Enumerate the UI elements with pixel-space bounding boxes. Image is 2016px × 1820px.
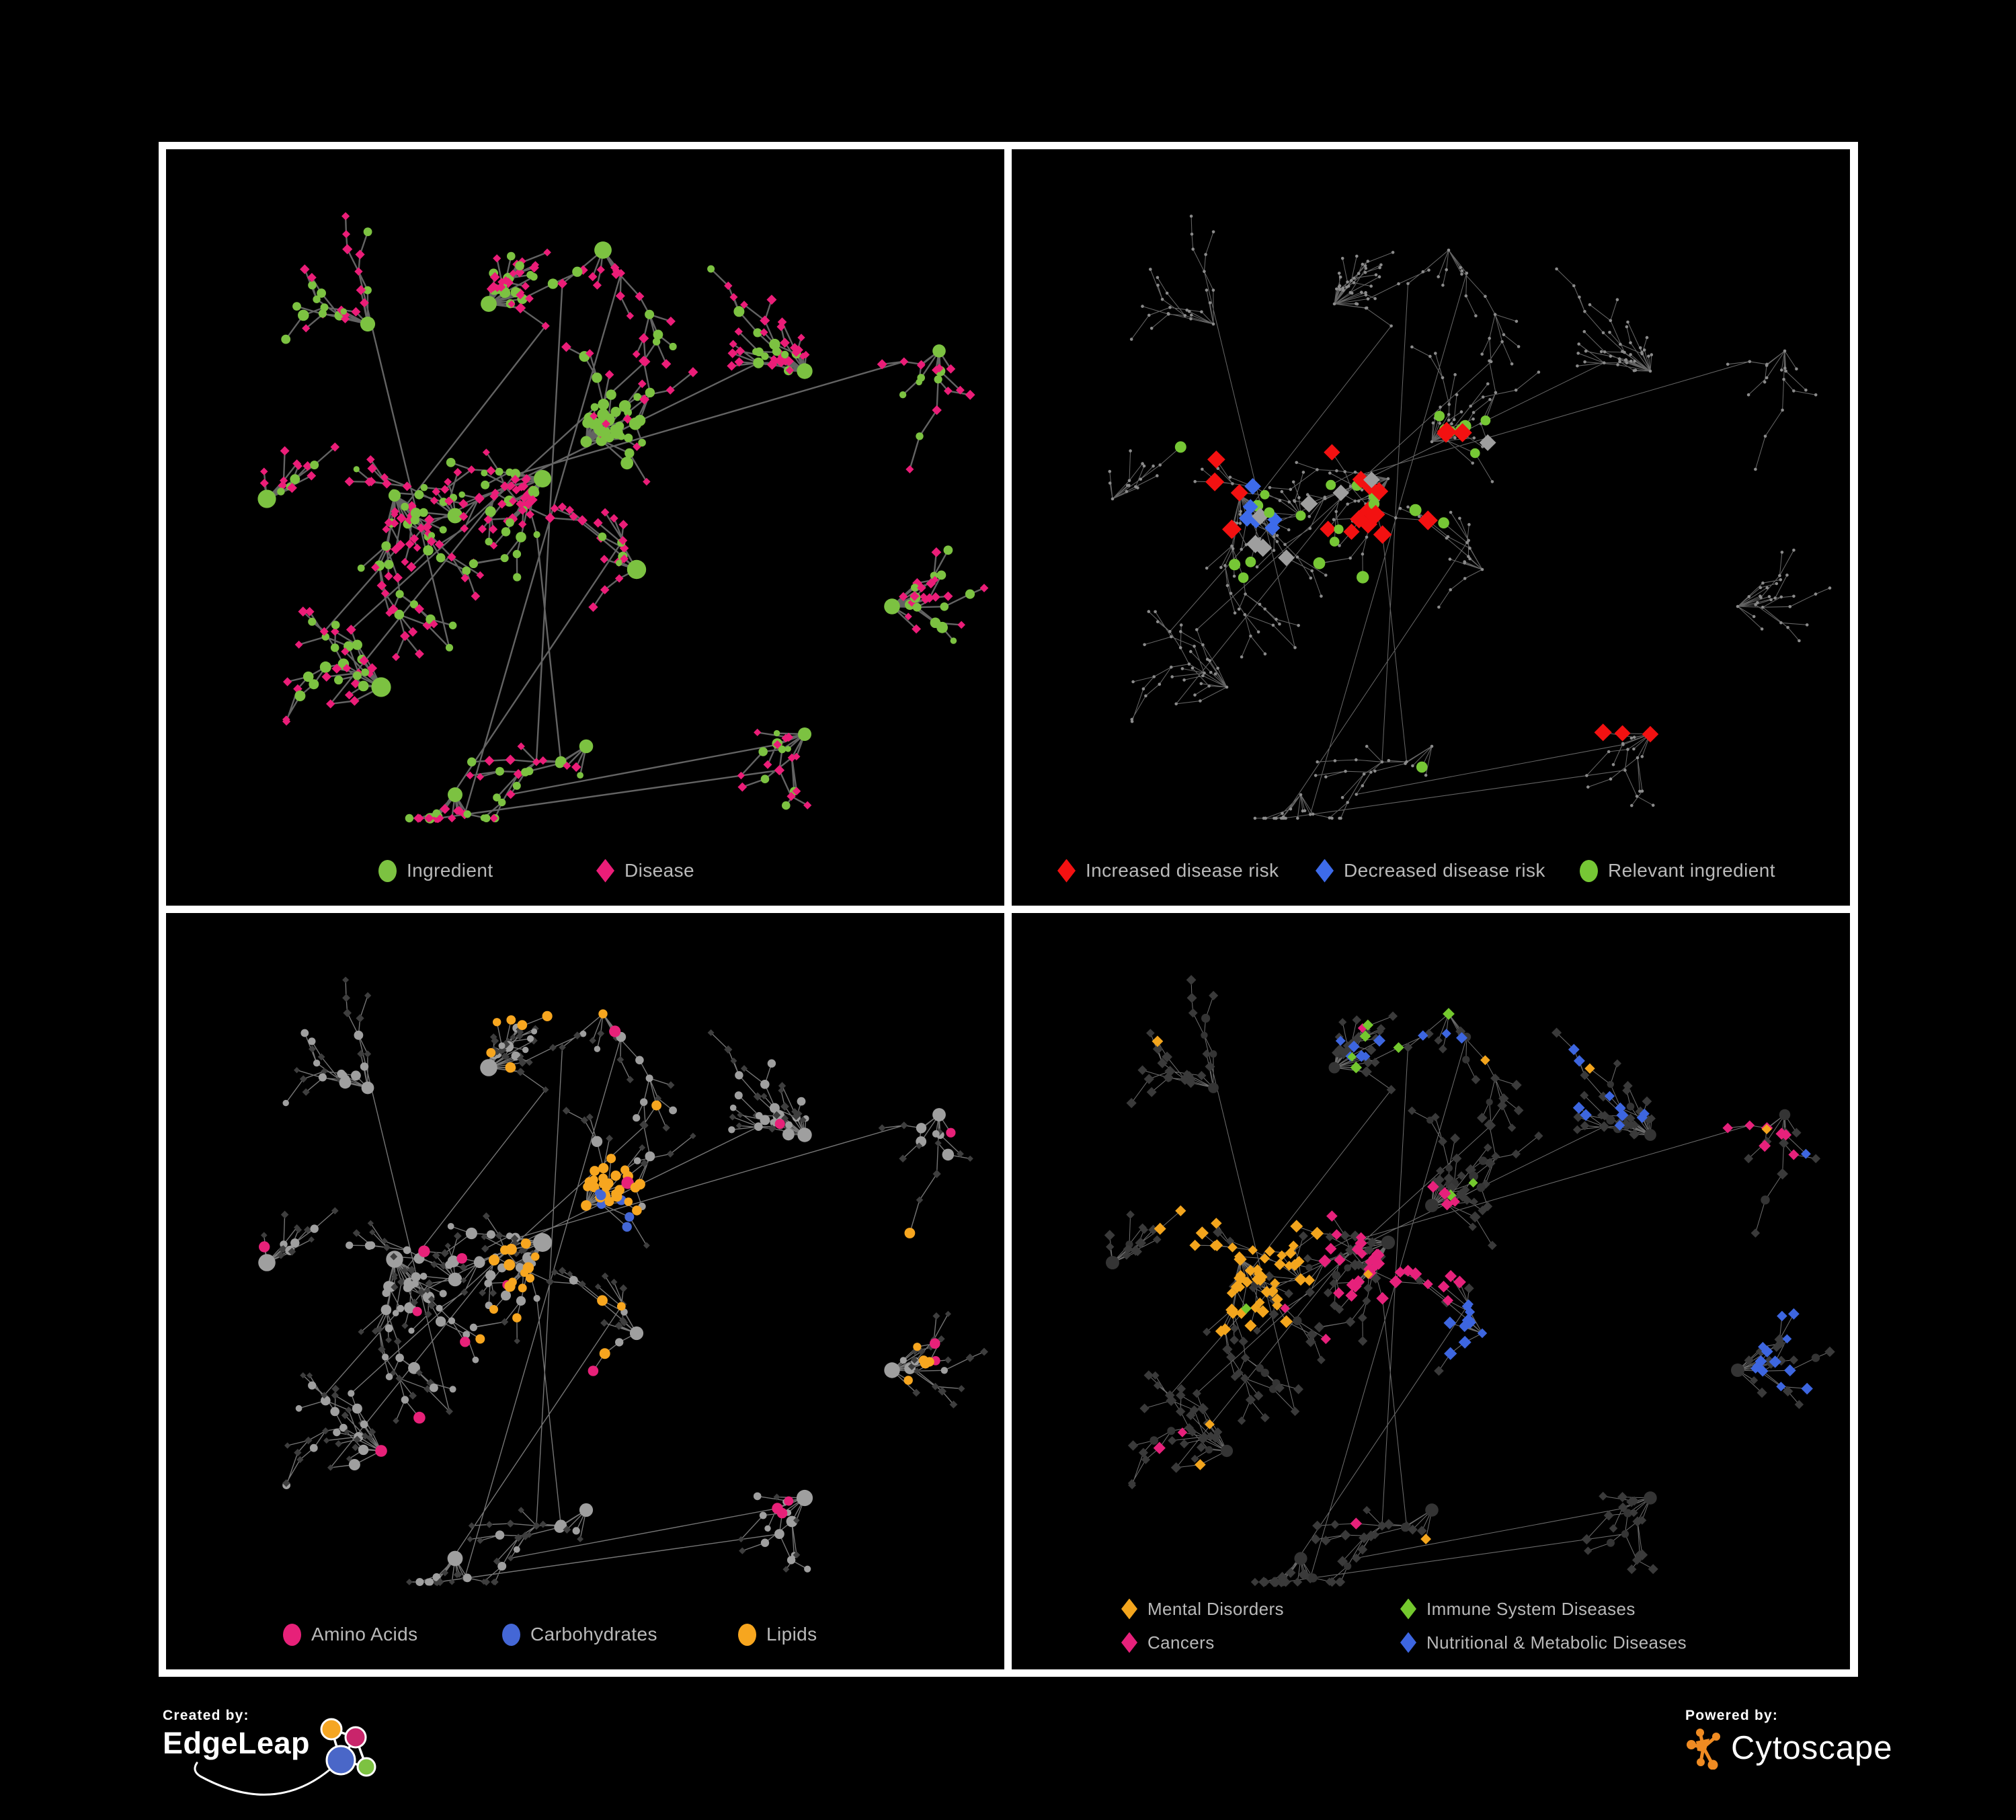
cytoscape-brand: Cytoscape — [1731, 1729, 1893, 1766]
created-by-label: Created by: — [163, 1708, 249, 1723]
panels-frame: Ingredient Disease Increased disease risk… — [159, 142, 1858, 1677]
network-ingredient-disease — [257, 212, 989, 824]
panel-disease-classes: Mental Disorders Immune System Diseases Ca… — [1012, 913, 1850, 1669]
cytoscape-credit: Powered by: Cytosc — [1685, 1708, 1893, 1770]
cytoscape-logo-icon — [1687, 1729, 1720, 1770]
panel-disease-risk: Increased disease risk Decreased disease … — [1012, 149, 1850, 906]
network-disease-classes — [1104, 975, 1835, 1587]
edgeleap-credit: Created by: EdgeLeap — [163, 1708, 385, 1796]
panel-compound-classes: Amino Acids Carbohydrates Lipids — [166, 913, 1004, 1669]
panel-ingredient-disease: Ingredient Disease — [166, 149, 1004, 906]
network-compound-classes — [258, 976, 988, 1587]
edgeleap-logo-icon — [194, 1718, 376, 1796]
network-disease-risk — [1108, 214, 1832, 820]
edgeleap-brand: EdgeLeap — [163, 1726, 311, 1760]
powered-by-label: Powered by: — [1685, 1708, 1779, 1723]
